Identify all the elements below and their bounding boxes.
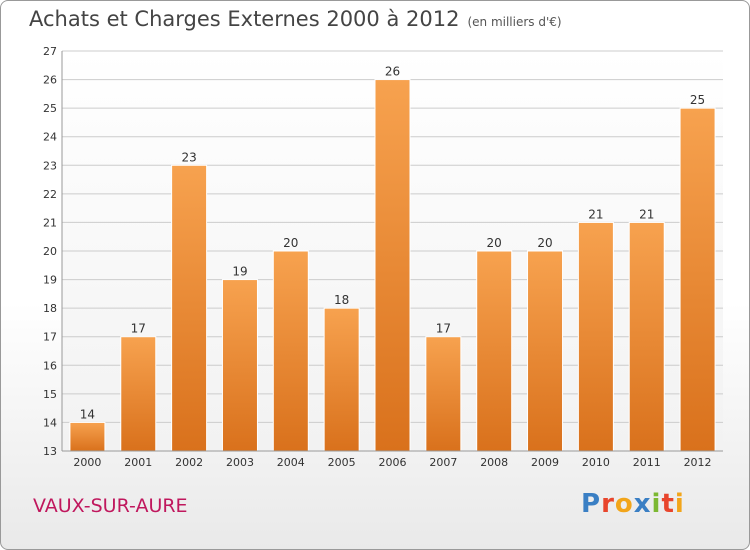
y-tick-label: 27 <box>43 45 57 58</box>
chart-subtitle: (en milliers d'€) <box>467 15 562 29</box>
y-tick-label: 23 <box>43 159 57 172</box>
y-tick-label: 21 <box>43 216 57 229</box>
x-tick-label-2007: 2007 <box>429 456 457 469</box>
bar-2000 <box>69 421 106 452</box>
place-name: VAUX-SUR-AURE <box>33 495 188 517</box>
bar-2005 <box>323 307 360 452</box>
logo-letter: o <box>614 489 634 519</box>
x-tick-label-2010: 2010 <box>582 456 610 469</box>
x-tick-label-2006: 2006 <box>379 456 407 469</box>
value-label-2011: 21 <box>639 207 654 221</box>
axes: 13 14 15 16 17 18 19 20 21 22 23 24 25 26 27 2000 2001 20… <box>43 45 723 469</box>
y-tick-label: 19 <box>43 274 57 287</box>
bar-2001 <box>120 336 157 452</box>
bar-2008 <box>476 250 513 452</box>
x-tick-label-2002: 2002 <box>175 456 203 469</box>
value-label-2010: 21 <box>588 207 603 221</box>
bar-2012 <box>679 107 716 452</box>
y-tick-label: 26 <box>43 74 57 87</box>
y-tick-label: 14 <box>43 416 57 429</box>
value-label-2000: 14 <box>80 407 95 421</box>
bar-2006 <box>374 79 411 452</box>
proxiti-logo: Proxiti <box>581 489 685 519</box>
y-tick-label: 18 <box>43 302 57 315</box>
value-label-2001: 17 <box>131 322 146 336</box>
y-tick-label: 15 <box>43 388 57 401</box>
value-label-2004: 20 <box>283 236 298 250</box>
value-label-2007: 17 <box>436 322 451 336</box>
y-tick-label: 20 <box>43 245 57 258</box>
x-tick-label-2004: 2004 <box>277 456 305 469</box>
y-tick-label: 17 <box>43 331 57 344</box>
x-tick-label-2005: 2005 <box>328 456 356 469</box>
value-label-2002: 23 <box>181 150 196 164</box>
logo-letter: x <box>633 489 652 519</box>
x-tick-label-2009: 2009 <box>531 456 559 469</box>
logo-letter: r <box>601 489 615 519</box>
logo-letter: i <box>674 489 685 519</box>
chart-title: Achats et Charges Externes 2000 à 2012 (e… <box>29 7 562 31</box>
x-tick-label-2003: 2003 <box>226 456 254 469</box>
bar-2002 <box>171 164 208 452</box>
y-tick-label: 24 <box>43 131 57 144</box>
x-tick-label-2011: 2011 <box>633 456 661 469</box>
value-label-2005: 18 <box>334 293 349 307</box>
bar-2003 <box>221 279 258 452</box>
logo-letter: P <box>581 489 602 519</box>
value-label-2006: 26 <box>385 65 400 79</box>
bar-2009 <box>527 250 564 452</box>
y-tick-label: 13 <box>43 445 57 458</box>
x-tick-label-2008: 2008 <box>480 456 508 469</box>
value-labels: 14 17 23 19 20 18 26 17 20 20 21 21 25 <box>80 65 705 422</box>
chart-title-text: Achats et Charges Externes 2000 à 2012 <box>29 7 460 31</box>
y-tick-label: 16 <box>43 359 57 372</box>
y-tick-label: 22 <box>43 188 57 201</box>
y-tick-label: 25 <box>43 102 57 115</box>
x-tick-label-2001: 2001 <box>124 456 152 469</box>
bar-2007 <box>425 336 462 452</box>
logo-letter: t <box>661 489 675 519</box>
value-label-2009: 20 <box>537 236 552 250</box>
bar-2010 <box>577 221 614 452</box>
x-tick-label-2012: 2012 <box>684 456 712 469</box>
bar-2004 <box>272 250 309 452</box>
bar-2011 <box>628 221 665 452</box>
value-label-2003: 19 <box>232 265 247 279</box>
x-tick-label-2000: 2000 <box>73 456 101 469</box>
value-label-2008: 20 <box>487 236 502 250</box>
value-label-2012: 25 <box>690 93 705 107</box>
logo-letter: i <box>651 489 662 519</box>
